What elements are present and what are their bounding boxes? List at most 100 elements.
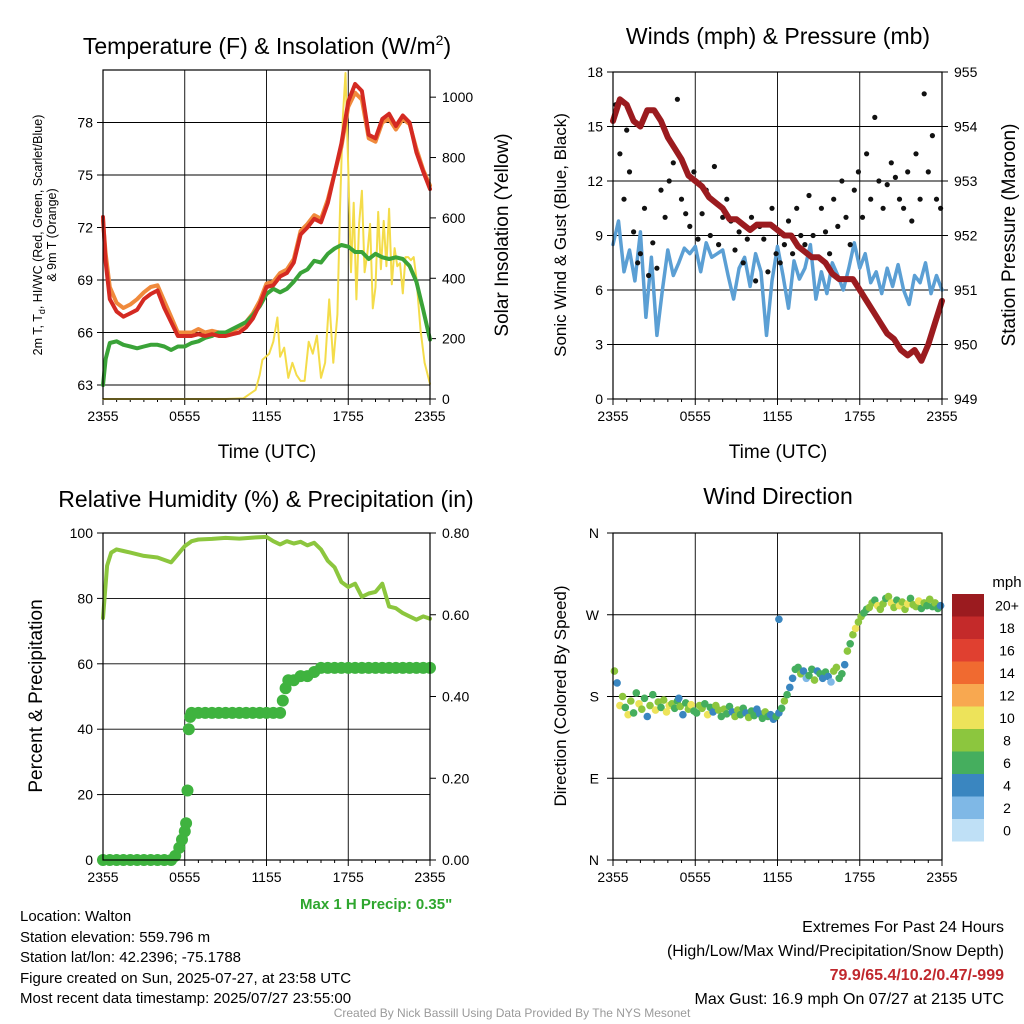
legend-swatch — [952, 594, 984, 617]
wind-ytick-label: 3 — [595, 337, 603, 353]
rh-xtick-label: 2355 — [414, 869, 445, 885]
legend-label: 20+ — [995, 597, 1019, 613]
precip-point — [181, 784, 194, 797]
temperature-ylabel-left: 2m T, Td, HI/WC (Red, Green, Scarlet/Blu… — [31, 115, 59, 356]
humidity-panel: Relative Humidity (%) & Precipitation (i… — [26, 486, 474, 885]
direction-point — [638, 705, 646, 713]
legend-label: 4 — [1003, 777, 1011, 793]
wind-gust-point — [917, 196, 923, 202]
wind-gust-point — [687, 223, 693, 229]
humidity-title: Relative Humidity (%) & Precipitation (i… — [58, 486, 473, 512]
wind-gust-point — [831, 196, 837, 202]
location-text: Location: Walton — [20, 908, 132, 925]
wind-gust-point — [888, 160, 894, 166]
wind-gust-point — [662, 214, 668, 220]
wind-gust-point — [847, 242, 853, 248]
legend-label: 6 — [1003, 755, 1011, 771]
dir-xtick-label: 1755 — [844, 869, 875, 885]
direction-point — [679, 710, 687, 719]
dir-ytick-label: N — [589, 852, 599, 868]
wind-gust-point — [864, 151, 870, 157]
credit-text: Created By Nick Bassill Using Data Provi… — [333, 1006, 691, 1020]
direction-point — [794, 663, 802, 672]
wind-gust-point — [777, 260, 783, 266]
dir-ytick-label: W — [586, 607, 600, 623]
legend-swatch — [952, 639, 984, 662]
max-gust-text: Max Gust: 16.9 mph On 07/27 at 2135 UTC — [694, 991, 1005, 1008]
rh-ytick-label: 60 — [77, 656, 93, 672]
wind-gust-point — [711, 163, 718, 170]
legend-swatch — [952, 796, 984, 819]
direction-point — [629, 709, 638, 717]
wind-ytick-right-label: 950 — [954, 337, 978, 353]
temp-xtick-label: 2355 — [414, 408, 445, 424]
wind-gust-point — [624, 127, 630, 133]
direction-point — [849, 630, 857, 639]
wind-speed-line — [611, 219, 944, 338]
temperature-panel: Temperature (F) & Insolation (W/m2) 2355… — [31, 32, 513, 463]
wind-gust-point — [761, 236, 767, 242]
extremes-values: 79.9/65.4/10.2/0.47/-999 — [829, 967, 1004, 984]
wind-gust-point — [872, 114, 878, 120]
wind-xtick-label: 2355 — [926, 408, 957, 424]
direction-point — [775, 615, 783, 624]
wind-gust-point — [818, 205, 825, 211]
legend-label: 0 — [1003, 822, 1011, 838]
wind-gust-point — [859, 214, 866, 220]
wind-ytick-label: 15 — [587, 119, 603, 135]
wind-gust-point — [674, 96, 681, 102]
direction-point — [701, 700, 709, 708]
wind-gust-point — [637, 251, 644, 257]
max-precip-label: Max 1 H Precip: 0.35" — [300, 896, 453, 913]
wind-ytick-label: 9 — [595, 228, 603, 244]
wind-gust-point — [851, 187, 857, 193]
dir-ytick-label: E — [590, 770, 599, 786]
wind-gust-point — [868, 196, 874, 202]
wind-ytick-right-label: 955 — [954, 64, 978, 80]
rh-ytick-label: 40 — [77, 721, 93, 737]
wind-gust-point — [748, 214, 755, 220]
wind-gust-point — [650, 240, 656, 246]
wind-gust-point — [892, 174, 899, 180]
elevation-text: Station elevation: 559.796 m — [20, 928, 211, 946]
wind-gust-point — [724, 196, 730, 202]
wind-gust-point — [876, 178, 882, 184]
direction-point — [632, 689, 641, 697]
wind-ytick-label: 12 — [587, 173, 603, 189]
wind-gust-point — [810, 232, 816, 239]
rh-ytick-right-label: 0.60 — [442, 607, 469, 623]
wind-gust-point — [909, 218, 915, 224]
legend-label: 16 — [999, 642, 1015, 658]
wind-gust-point — [732, 247, 738, 253]
winds-ylabel-left: Sonic Wind & Gust (Blue, Black) — [551, 113, 570, 357]
svg-text:2m T, Td, HI/WC (Red, Green, S: 2m T, Td, HI/WC (Red, Green, Scarlet/Blu… — [31, 115, 47, 356]
wind-gust-point — [855, 169, 862, 175]
legend-swatch — [952, 706, 984, 729]
recent-text: Most recent data timestamp: 2025/07/27 2… — [20, 990, 352, 1007]
temp-ytick-right-label: 0 — [442, 391, 450, 407]
direction-panel: Wind Direction 2355 0555 1155 1755 2355NESWN… — [551, 483, 1022, 885]
wind-gust-point — [736, 229, 742, 235]
wind-ytick-right-label: 952 — [954, 228, 978, 244]
direction-point — [783, 690, 791, 699]
wind-ytick-right-label: 951 — [954, 282, 978, 298]
wind-gust-point — [921, 91, 927, 97]
rh-xtick-label: 0555 — [169, 869, 200, 885]
wind-ytick-label: 6 — [595, 282, 603, 298]
legend-swatch — [952, 819, 984, 842]
wind-gust-point — [933, 196, 940, 202]
wind-gust-point — [794, 205, 800, 211]
wind-ytick-label: 0 — [595, 391, 603, 407]
direction-point — [832, 663, 841, 672]
wind-gust-point — [670, 160, 676, 166]
direction-point — [786, 683, 794, 692]
wind-gust-point — [802, 242, 808, 248]
winds-title: Winds (mph) & Pressure (mb) — [626, 23, 930, 49]
direction-point — [676, 702, 684, 711]
wind-gust-point — [925, 169, 931, 175]
station-info: Location: Walton Station elevation: 559.… — [20, 907, 351, 1010]
wind-gust-point — [641, 205, 648, 211]
rh-ytick-right-label: 0.00 — [442, 852, 469, 868]
created-text: Figure created on Sun, 2025-07-27, at 23… — [20, 969, 352, 987]
